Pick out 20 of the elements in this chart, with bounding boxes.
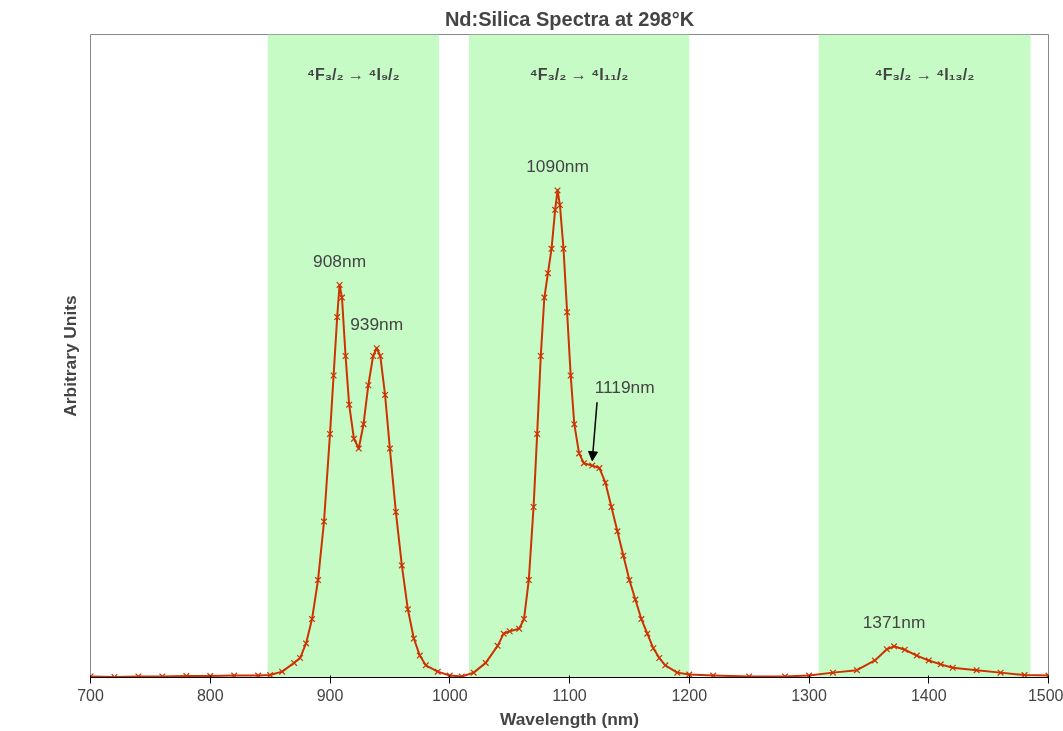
band-label: ⁴F₃/₂ → ⁴I₉/₂ — [307, 66, 400, 84]
chart-title: Nd:Silica Spectra at 298°K — [444, 7, 695, 30]
x-tick-label: 1100 — [552, 686, 587, 704]
x-axis-title: Wavelength (nm) — [500, 708, 639, 729]
band-label: ⁴F₃/₂ → ⁴I₁₁/₂ — [529, 66, 629, 84]
x-tick-label: 1300 — [791, 686, 827, 704]
y-axis-title: Arbitrary Units — [59, 295, 80, 417]
band-label: ⁴F₃/₂ → ⁴I₁₃/₂ — [874, 66, 975, 84]
x-tick-label: 1000 — [431, 686, 468, 704]
annotation: 939nm — [350, 314, 404, 335]
annotation: 1119nm — [594, 377, 655, 398]
x-tick-label: 700 — [77, 686, 104, 704]
x-tick-label: 1200 — [671, 686, 708, 704]
annotation: 1371nm — [862, 612, 926, 633]
annotation: 1090nm — [526, 156, 589, 177]
x-tick-label: 900 — [316, 686, 344, 704]
x-tick-label: 1500 — [1027, 686, 1063, 704]
x-tick-label: 800 — [196, 686, 224, 704]
x-tick-label: 1400 — [910, 686, 947, 704]
annotation: 908nm — [313, 250, 367, 271]
